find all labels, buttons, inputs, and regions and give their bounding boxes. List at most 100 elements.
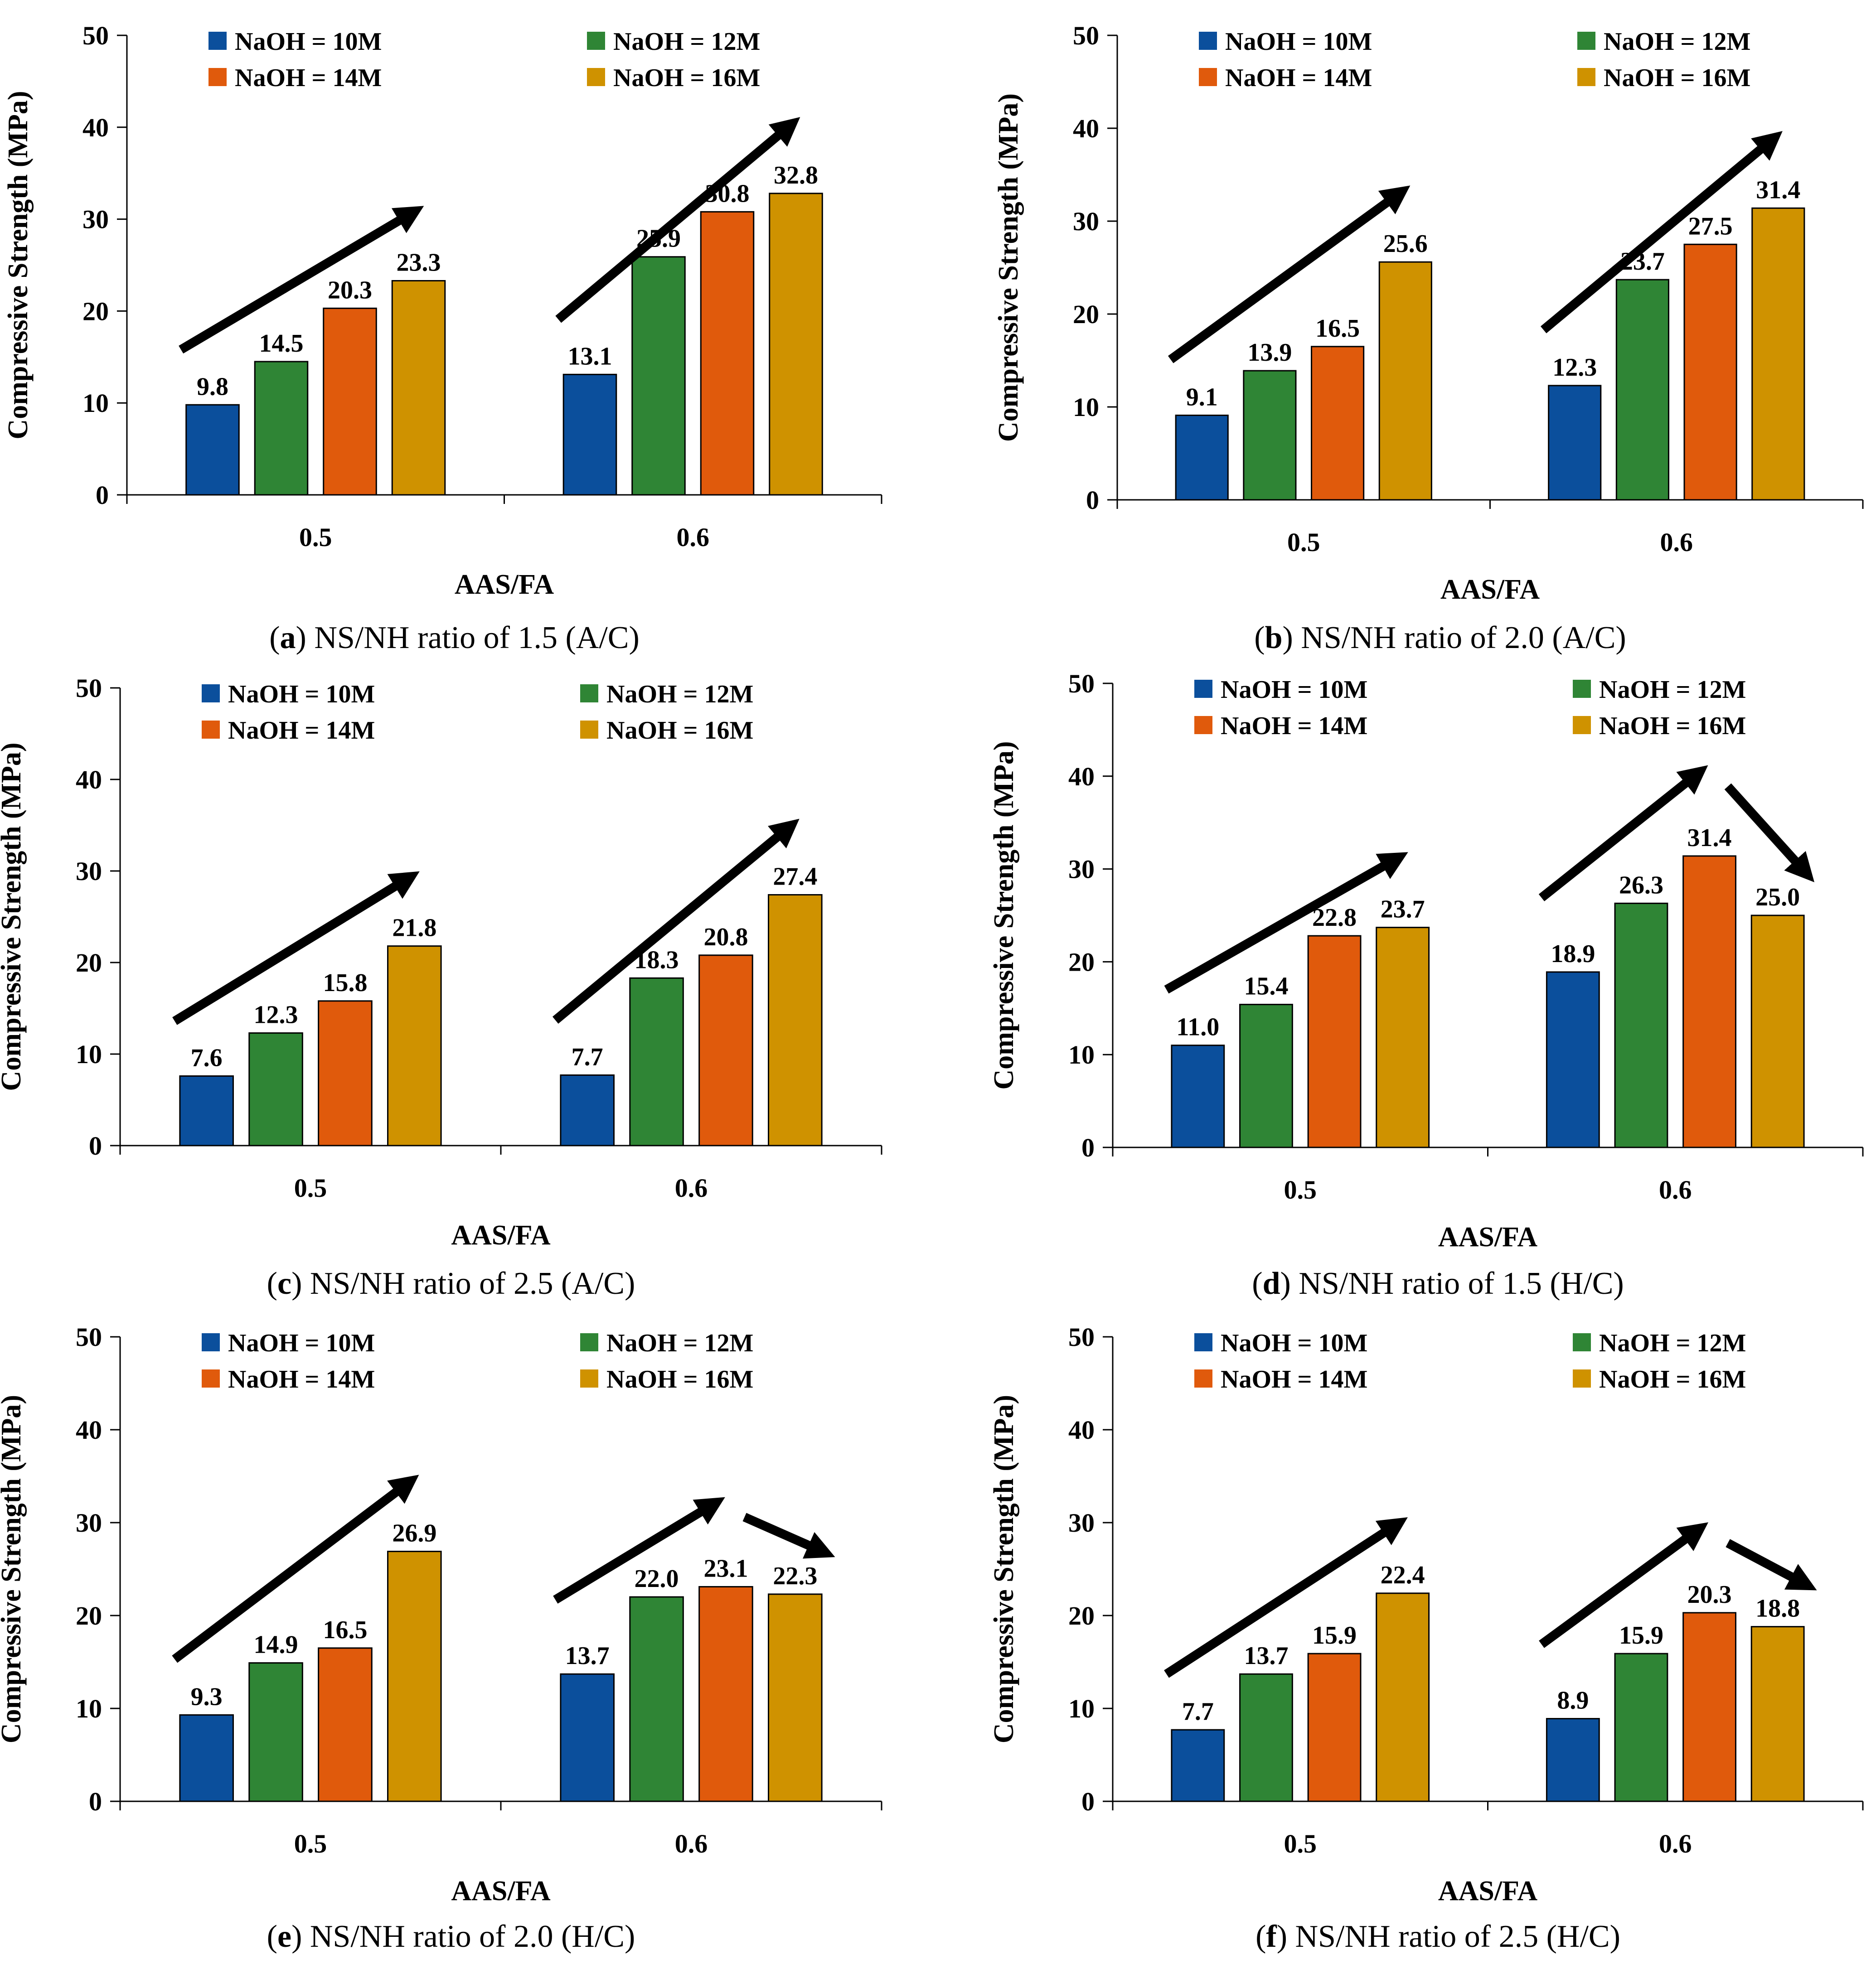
bar-value-label: 20.3 [328,276,372,304]
bar-16m-0-6 [1750,914,1805,1148]
trend-arrow-increase [552,818,800,1024]
y-tick-label: 10 [76,1694,102,1723]
bar-14m-0-6 [1682,855,1736,1148]
x-tick-label: 0.6 [675,1829,708,1858]
bar-16m-0-5 [1376,1592,1430,1802]
trend-arrow-decrease [742,1513,835,1559]
bar-value-label: 16.5 [323,1616,367,1644]
y-tick-label: 30 [1068,855,1095,884]
bar-value-label: 23.3 [397,248,441,276]
bar-value-label: 31.4 [1687,824,1732,852]
bar-value-label: 27.5 [1688,212,1733,240]
legend-label-10m: NaOH = 10M [228,680,375,708]
y-tick-label: 20 [76,948,102,977]
chart-panel-f: 7.7 8.9 13.7 15.9 15.9 20.3 22.4 18.8 0 10 20 30 40 5… [989,1322,1864,1954]
y-tick-label: 50 [76,673,102,703]
y-axis-title: Compressive Strength (MPa) [993,93,1024,442]
chart-panel-a: 9.813.114.525.920.330.823.332.8010203040… [3,21,882,655]
bar-12m-0-6 [1614,902,1668,1148]
y-tick-label: 20 [1073,300,1099,329]
legend-label-16m: NaOH = 16M [613,64,760,92]
bar-10m-0-6 [560,1074,615,1147]
bar-value-label: 21.8 [392,914,436,942]
y-axis-title: Compressive Strength (MPa) [989,1395,1019,1743]
y-tick-label: 50 [1068,1322,1095,1352]
y-tick-label: 0 [1086,485,1099,515]
legend-label-10m: NaOH = 10M [235,28,382,56]
bar-12m-0-6 [629,977,684,1147]
legend-swatch-10m [1199,32,1217,50]
bar-10m-0-5 [1175,414,1229,501]
trend-arrow-decrease [1726,1539,1817,1591]
legend-swatch-14m [208,68,227,86]
bar-value-label: 27.4 [773,863,817,891]
legend-swatch-10m [202,1333,220,1351]
legend-swatch-12m [580,1333,598,1351]
y-tick-label: 40 [82,113,109,142]
bar-16m-0-5 [1376,927,1430,1148]
bar-14m-0-5 [318,1000,373,1147]
y-tick-label: 10 [82,388,109,418]
trend-arrow-increase [1164,852,1408,994]
legend-swatch-12m [1573,1333,1591,1351]
bar-14m-0-6 [698,1586,753,1802]
legend-swatch-14m [202,721,220,739]
bar-12m-0-6 [629,1596,684,1802]
bar-value-label: 12.3 [254,1001,298,1029]
legend-label-14m: NaOH = 14M [1221,712,1367,740]
trend-arrow-increase [555,117,800,323]
legend-label-12m: NaOH = 12M [1599,1329,1746,1357]
bar-value-label: 15.9 [1312,1621,1357,1650]
bar-value-label: 15.8 [323,969,367,997]
y-tick-label: 0 [96,480,109,510]
bar-14m-0-5 [1307,935,1362,1148]
y-tick-label: 40 [76,1415,102,1445]
trend-arrow-increase [1538,765,1708,901]
panel-caption: (b) NS/NH ratio of 2.0 (A/C) [1254,620,1626,655]
bar-10m-0-5 [1171,1729,1225,1802]
bar-12m-0-6 [1614,1653,1668,1802]
y-axis-title: Compressive Strength (MPa) [0,742,27,1091]
y-axis-title: Compressive Strength (MPa) [989,741,1019,1089]
trend-arrow-increase [179,206,424,354]
trend-arrow-increase [1540,131,1783,334]
y-tick-label: 30 [82,205,109,234]
legend-swatch-16m [580,1369,598,1388]
legend-label-12m: NaOH = 12M [606,680,753,708]
x-tick-label: 0.5 [1284,1829,1317,1858]
legend-label-12m: NaOH = 12M [1604,28,1750,56]
legend-label-14m: NaOH = 14M [228,1365,375,1393]
trend-arrow-decrease [1724,783,1815,882]
x-tick-label: 0.5 [294,1173,327,1203]
legend-swatch-16m [1577,68,1595,86]
bar-14m-0-5 [1311,346,1365,501]
x-tick-label: 0.5 [294,1829,327,1858]
legend-swatch-14m [202,1369,220,1388]
panel-caption: (f) NS/NH ratio of 2.5 (H/C) [1256,1919,1620,1954]
legend-swatch-16m [1573,716,1591,734]
bar-value-label: 23.7 [1381,895,1425,924]
x-tick-label: 0.6 [675,1173,708,1203]
bar-value-label: 7.7 [572,1043,603,1071]
bar-value-label: 18.8 [1755,1595,1800,1623]
bar-value-label: 13.9 [1247,339,1292,367]
bar-value-label: 7.6 [191,1044,223,1072]
y-tick-label: 40 [1068,1415,1095,1445]
bar-14m-0-6 [700,211,755,496]
bar-10m-0-5 [179,1714,234,1802]
y-tick-label: 30 [1068,1508,1095,1538]
x-axis-title: AAS/FA [455,569,554,600]
legend-swatch-14m [1194,1369,1212,1388]
y-tick-label: 0 [89,1787,102,1816]
bar-value-label: 25.6 [1383,230,1428,258]
legend-swatch-12m [587,32,605,50]
bar-16m-0-5 [387,945,442,1147]
trend-arrow-increase [553,1497,725,1604]
x-tick-label: 0.6 [1659,1175,1692,1205]
trend-arrow-increase [172,1475,419,1663]
bar-value-label: 12.3 [1552,353,1597,382]
bar-16m-0-6 [768,1593,823,1802]
x-axis-title: AAS/FA [1438,1876,1538,1906]
y-tick-label: 40 [1068,762,1095,791]
